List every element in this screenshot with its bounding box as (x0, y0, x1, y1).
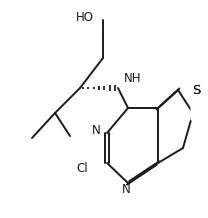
Text: HO: HO (76, 12, 94, 24)
Text: S: S (192, 107, 200, 119)
Text: N: N (122, 183, 130, 196)
Text: S: S (192, 83, 200, 97)
Text: N: N (92, 124, 101, 138)
Text: S: S (192, 83, 200, 97)
Text: Cl: Cl (76, 162, 88, 174)
Text: NH: NH (124, 72, 141, 85)
